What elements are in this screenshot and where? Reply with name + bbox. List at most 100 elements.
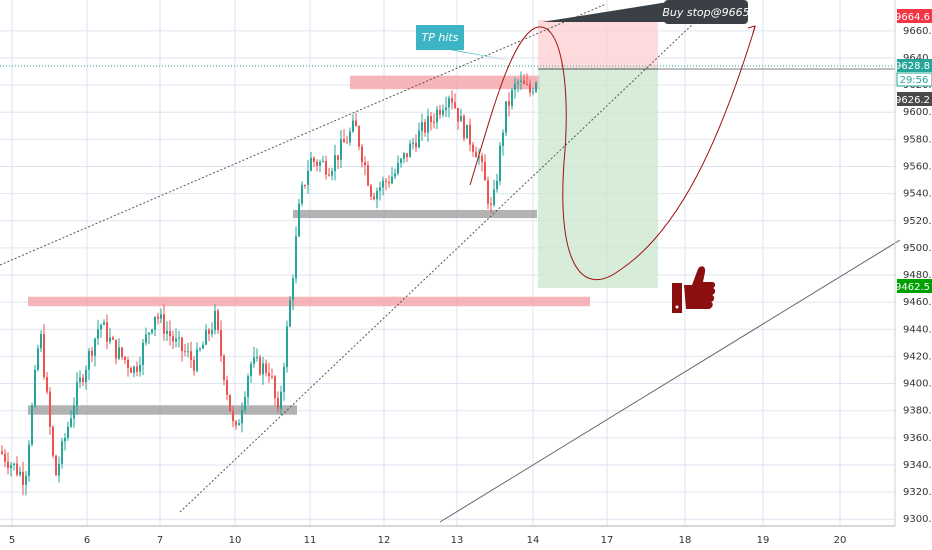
candle-body <box>106 322 108 342</box>
candle-body <box>466 124 468 139</box>
candle-body <box>145 334 147 343</box>
candle-body <box>166 330 168 334</box>
candle-body <box>241 410 243 424</box>
y-tick-label: 9300.0 <box>903 514 932 525</box>
candle-body <box>490 203 492 205</box>
trendlines <box>0 3 901 523</box>
x-tick-label: 7 <box>157 535 163 546</box>
candle-body <box>10 465 12 469</box>
candle-body <box>88 350 90 370</box>
candle-body <box>445 107 447 111</box>
lower-channel-line <box>179 21 696 513</box>
zone-resistance-low <box>28 296 590 307</box>
time-axis-labels: 5 6 7 10 11 12 13 14 17 18 19 20 <box>9 535 847 546</box>
buy-stop-text: Buy stop@9665 <box>662 6 749 19</box>
candle-body <box>526 83 528 85</box>
candle-body <box>448 98 450 108</box>
x-tick-label: 18 <box>679 535 692 546</box>
svg-text:9628.8: 9628.8 <box>895 61 930 72</box>
candle-body <box>265 363 267 373</box>
y-tick-label: 9380.0 <box>903 406 932 417</box>
svg-text:9664.6: 9664.6 <box>895 12 930 23</box>
candle-body <box>181 337 183 352</box>
short-position-box[interactable] <box>538 20 658 288</box>
y-tick-label: 9540.0 <box>903 189 932 200</box>
zone-support-mid <box>293 209 537 219</box>
candle-body <box>220 330 222 356</box>
y-tick-label: 9460.0 <box>903 297 932 308</box>
candle-body <box>214 310 216 331</box>
candle-body <box>523 80 525 84</box>
price-zones <box>28 75 590 415</box>
tp-callout[interactable]: TP hits <box>416 25 518 62</box>
price-tag-current: 9628.8 <box>895 59 932 72</box>
candle-body <box>286 326 288 367</box>
candle-body <box>13 463 15 466</box>
candle-body <box>262 363 264 375</box>
candle-body <box>79 377 81 383</box>
projected-drop-path <box>469 26 756 281</box>
candle-body <box>151 329 153 333</box>
candle-body <box>142 342 144 366</box>
candle-body <box>85 369 87 383</box>
candle-body <box>397 162 399 174</box>
candle-body <box>535 82 537 92</box>
candle-body <box>517 81 519 84</box>
candle-body <box>430 116 432 122</box>
candle-body <box>406 153 408 158</box>
candle-body <box>373 196 375 200</box>
candle-body <box>418 130 420 148</box>
candle-body <box>139 365 141 372</box>
candle-body <box>484 161 486 181</box>
candle-body <box>370 185 372 197</box>
candle-body <box>319 161 321 166</box>
price-tag-prev: 9626.2 <box>895 92 932 106</box>
candle-body <box>202 344 204 349</box>
candle-body <box>133 366 135 373</box>
y-tick-label: 9600.0 <box>903 107 932 118</box>
y-tick-label: 9480.0 <box>903 270 932 281</box>
candle-body <box>364 162 366 166</box>
axes <box>0 0 896 527</box>
candle-body <box>175 338 177 342</box>
candle-body <box>37 348 39 370</box>
candle-body <box>382 180 384 188</box>
candle-body <box>379 187 381 191</box>
candle-body <box>463 115 465 139</box>
candle-body <box>16 463 18 475</box>
candle-body <box>154 316 156 330</box>
candle-body <box>475 151 477 158</box>
candle-body <box>532 91 534 93</box>
candle-body <box>385 180 387 182</box>
candle-body <box>403 153 405 159</box>
buy-stop-callout[interactable]: Buy stop@9665 <box>542 0 750 24</box>
candle-body <box>355 120 357 127</box>
thumbs-up-icon <box>672 266 716 313</box>
candle-body <box>487 180 489 204</box>
candle-body <box>103 322 105 325</box>
x-tick-label: 13 <box>451 535 464 546</box>
x-tick-label: 14 <box>527 535 540 546</box>
candle-body <box>28 444 30 476</box>
x-tick-label: 10 <box>229 535 242 546</box>
y-tick-label: 9580.0 <box>903 134 932 145</box>
x-tick-label: 12 <box>378 535 391 546</box>
candle-body <box>247 376 249 398</box>
candle-body <box>211 330 213 334</box>
candle-body <box>295 236 297 279</box>
candle-body <box>118 347 120 359</box>
candle-body <box>502 132 504 146</box>
candle-body <box>229 394 231 412</box>
candle-body <box>25 475 27 485</box>
candle-body <box>94 338 96 356</box>
candle-body <box>277 398 279 409</box>
candle-body <box>208 329 210 334</box>
candle-body <box>100 324 102 330</box>
candle-body <box>391 176 393 184</box>
candle-body <box>205 329 207 345</box>
candle-body <box>190 351 192 361</box>
y-tick-label: 9340.0 <box>903 460 932 471</box>
candle-body <box>67 426 69 438</box>
candle-body <box>46 377 48 392</box>
